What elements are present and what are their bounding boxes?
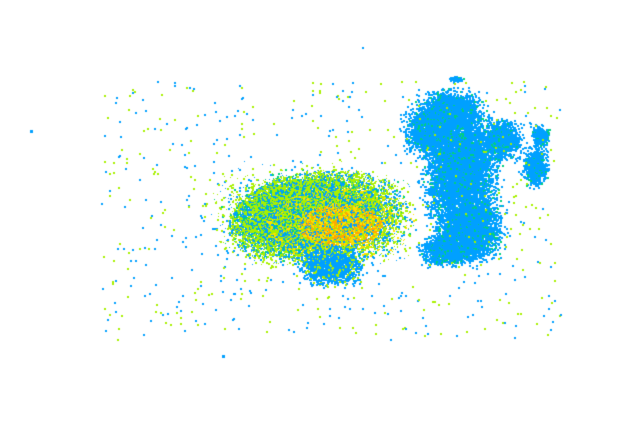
radar-echo-image <box>0 0 640 427</box>
